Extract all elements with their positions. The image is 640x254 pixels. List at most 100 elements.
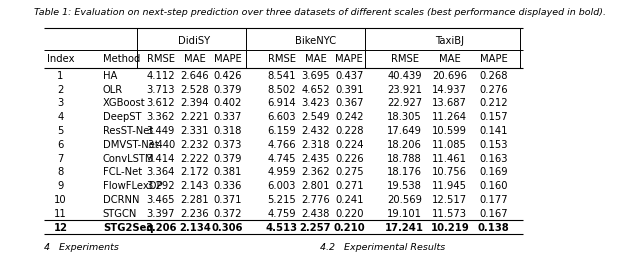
Text: 0.276: 0.276 [479, 84, 508, 94]
Text: 19.538: 19.538 [387, 181, 422, 190]
Text: 5.215: 5.215 [268, 194, 296, 204]
Text: DCRNN: DCRNN [103, 194, 140, 204]
Text: 0.169: 0.169 [479, 167, 508, 177]
Text: MAPE: MAPE [480, 54, 508, 64]
Text: 4.2   Experimental Results: 4.2 Experimental Results [320, 242, 445, 251]
Text: 10: 10 [54, 194, 67, 204]
Text: 2.318: 2.318 [301, 139, 330, 149]
Text: 6.159: 6.159 [268, 125, 296, 135]
Text: TaxiBJ: TaxiBJ [435, 36, 463, 46]
Text: 11.573: 11.573 [432, 208, 467, 218]
Text: 0.391: 0.391 [335, 84, 364, 94]
Text: 13.687: 13.687 [432, 98, 467, 108]
Text: DeepST: DeepST [103, 112, 141, 122]
Text: 0.372: 0.372 [213, 208, 242, 218]
Text: 2.134: 2.134 [179, 222, 211, 232]
Text: 3.465: 3.465 [147, 194, 175, 204]
Text: 0.226: 0.226 [335, 153, 364, 163]
Text: 0.228: 0.228 [335, 125, 364, 135]
Text: MAPE: MAPE [214, 54, 241, 64]
Text: RMSE: RMSE [147, 54, 175, 64]
Text: 3.414: 3.414 [147, 153, 175, 163]
Text: 3.364: 3.364 [147, 167, 175, 177]
Text: 2.143: 2.143 [180, 181, 209, 190]
Text: 0.381: 0.381 [213, 167, 242, 177]
Text: 0.306: 0.306 [212, 222, 243, 232]
Text: 0.167: 0.167 [479, 208, 508, 218]
Text: 4.766: 4.766 [268, 139, 296, 149]
Text: XGBoost: XGBoost [103, 98, 145, 108]
Text: 8: 8 [58, 167, 64, 177]
Text: 2.172: 2.172 [180, 167, 209, 177]
Text: 3.612: 3.612 [147, 98, 175, 108]
Text: 0.220: 0.220 [335, 208, 364, 218]
Text: 11.461: 11.461 [432, 153, 467, 163]
Text: STG2Seq: STG2Seq [103, 222, 154, 232]
Text: 0.379: 0.379 [213, 153, 242, 163]
Text: 6.003: 6.003 [268, 181, 296, 190]
Text: 2.222: 2.222 [180, 153, 209, 163]
Text: 22.927: 22.927 [387, 98, 422, 108]
Text: 7: 7 [58, 153, 64, 163]
Text: 0.318: 0.318 [213, 125, 242, 135]
Text: 4   Experiments: 4 Experiments [44, 242, 118, 251]
Text: 19.101: 19.101 [387, 208, 422, 218]
Text: 4.745: 4.745 [268, 153, 296, 163]
Text: 2.432: 2.432 [301, 125, 330, 135]
Text: 5: 5 [58, 125, 64, 135]
Text: 0.210: 0.210 [333, 222, 365, 232]
Text: 2.528: 2.528 [180, 84, 209, 94]
Text: 0.141: 0.141 [479, 125, 508, 135]
Text: 11: 11 [54, 208, 67, 218]
Text: MAPE: MAPE [335, 54, 364, 64]
Text: 0.242: 0.242 [335, 112, 364, 122]
Text: 4.112: 4.112 [147, 70, 175, 81]
Text: 20.569: 20.569 [387, 194, 422, 204]
Text: RMSE: RMSE [268, 54, 296, 64]
Text: 0.373: 0.373 [213, 139, 242, 149]
Text: 2.236: 2.236 [180, 208, 209, 218]
Text: 18.305: 18.305 [387, 112, 422, 122]
Text: 2.776: 2.776 [301, 194, 330, 204]
Text: 11.945: 11.945 [432, 181, 467, 190]
Text: 0.275: 0.275 [335, 167, 364, 177]
Text: ResST-Net: ResST-Net [103, 125, 153, 135]
Text: 3: 3 [58, 98, 64, 108]
Text: 0.212: 0.212 [479, 98, 508, 108]
Text: 18.788: 18.788 [387, 153, 422, 163]
Text: 0.138: 0.138 [478, 222, 509, 232]
Text: 0.426: 0.426 [213, 70, 242, 81]
Text: ConvLSTM: ConvLSTM [103, 153, 154, 163]
Text: 17.241: 17.241 [385, 222, 424, 232]
Text: 0.157: 0.157 [479, 112, 508, 122]
Text: 6: 6 [58, 139, 64, 149]
Text: 0.437: 0.437 [335, 70, 364, 81]
Text: 40.439: 40.439 [387, 70, 422, 81]
Text: HA: HA [103, 70, 117, 81]
Text: 12.517: 12.517 [432, 194, 467, 204]
Text: 2: 2 [58, 84, 64, 94]
Text: 4.959: 4.959 [268, 167, 296, 177]
Text: 11.264: 11.264 [432, 112, 467, 122]
Text: 2.646: 2.646 [180, 70, 209, 81]
Text: 8.541: 8.541 [268, 70, 296, 81]
Text: BikeNYC: BikeNYC [295, 36, 336, 46]
Text: 4.652: 4.652 [301, 84, 330, 94]
Text: 12: 12 [54, 222, 68, 232]
Text: 0.177: 0.177 [479, 194, 508, 204]
Text: MAE: MAE [184, 54, 205, 64]
Text: 0.402: 0.402 [213, 98, 242, 108]
Text: 0.224: 0.224 [335, 139, 364, 149]
Text: 1: 1 [58, 70, 64, 81]
Text: 2.331: 2.331 [180, 125, 209, 135]
Text: 8.502: 8.502 [268, 84, 296, 94]
Text: 3.292: 3.292 [147, 181, 175, 190]
Text: 14.937: 14.937 [432, 84, 467, 94]
Text: 3.713: 3.713 [147, 84, 175, 94]
Text: 18.206: 18.206 [387, 139, 422, 149]
Text: 2.801: 2.801 [301, 181, 330, 190]
Text: 0.379: 0.379 [213, 84, 242, 94]
Text: MAE: MAE [305, 54, 326, 64]
Text: 3.440: 3.440 [147, 139, 175, 149]
Text: 2.281: 2.281 [180, 194, 209, 204]
